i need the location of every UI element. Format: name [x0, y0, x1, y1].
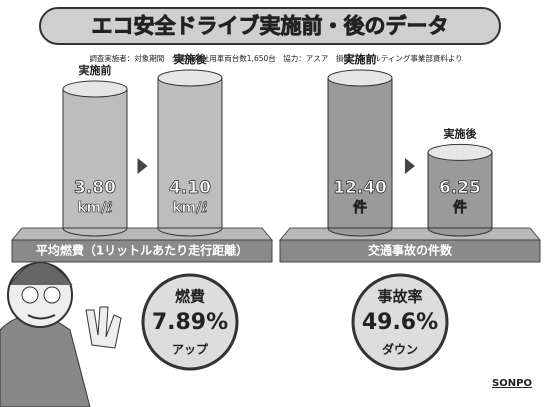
arrow	[405, 158, 415, 174]
unit-label: km/ℓ	[172, 200, 208, 216]
cylinder-top	[327, 69, 393, 87]
value-label: 12.40	[333, 178, 387, 198]
bar	[157, 77, 223, 229]
bar	[62, 88, 128, 229]
category-label: 実施前	[79, 63, 112, 77]
character	[0, 262, 122, 407]
cylinder-top	[427, 143, 493, 161]
title-banner	[39, 7, 501, 45]
callout-head: 事故率	[377, 288, 422, 306]
callout-foot: ダウン	[382, 342, 418, 357]
callout-value: 7.89%	[152, 310, 228, 335]
x-axis-label: 平均燃費（1リットルあたり走行距離）	[36, 243, 248, 258]
arrow	[137, 158, 148, 174]
callout-head: 燃費	[175, 288, 205, 306]
value-label: 4.10	[169, 178, 211, 198]
source: 調査実施者：対象期間 全国損保社用車両台数1,650台 協力：アスア 損保コンサ…	[89, 53, 462, 63]
value-label: 6.25	[439, 178, 481, 198]
platforms	[10, 227, 542, 263]
category-label: 実施前	[344, 52, 377, 66]
value-label: 3.80	[74, 178, 116, 198]
callout-value: 49.6%	[362, 310, 438, 335]
title: エコ安全ドライブ実施前・後のデータ	[92, 14, 449, 38]
callout-circles	[141, 273, 449, 371]
callout-foot: アップ	[172, 342, 209, 357]
cylinder-top	[62, 80, 128, 98]
bar	[427, 151, 493, 229]
category-label: 実施後	[174, 52, 208, 66]
category-label: 実施後	[444, 126, 478, 140]
unit-label: km/ℓ	[77, 200, 113, 216]
unit-label: 件	[353, 199, 367, 216]
x-axis-label: 交通事故の件数	[368, 243, 453, 258]
logo: SONPO	[492, 378, 532, 389]
unit-label: 件	[453, 199, 467, 216]
cylinder-top	[157, 69, 223, 87]
